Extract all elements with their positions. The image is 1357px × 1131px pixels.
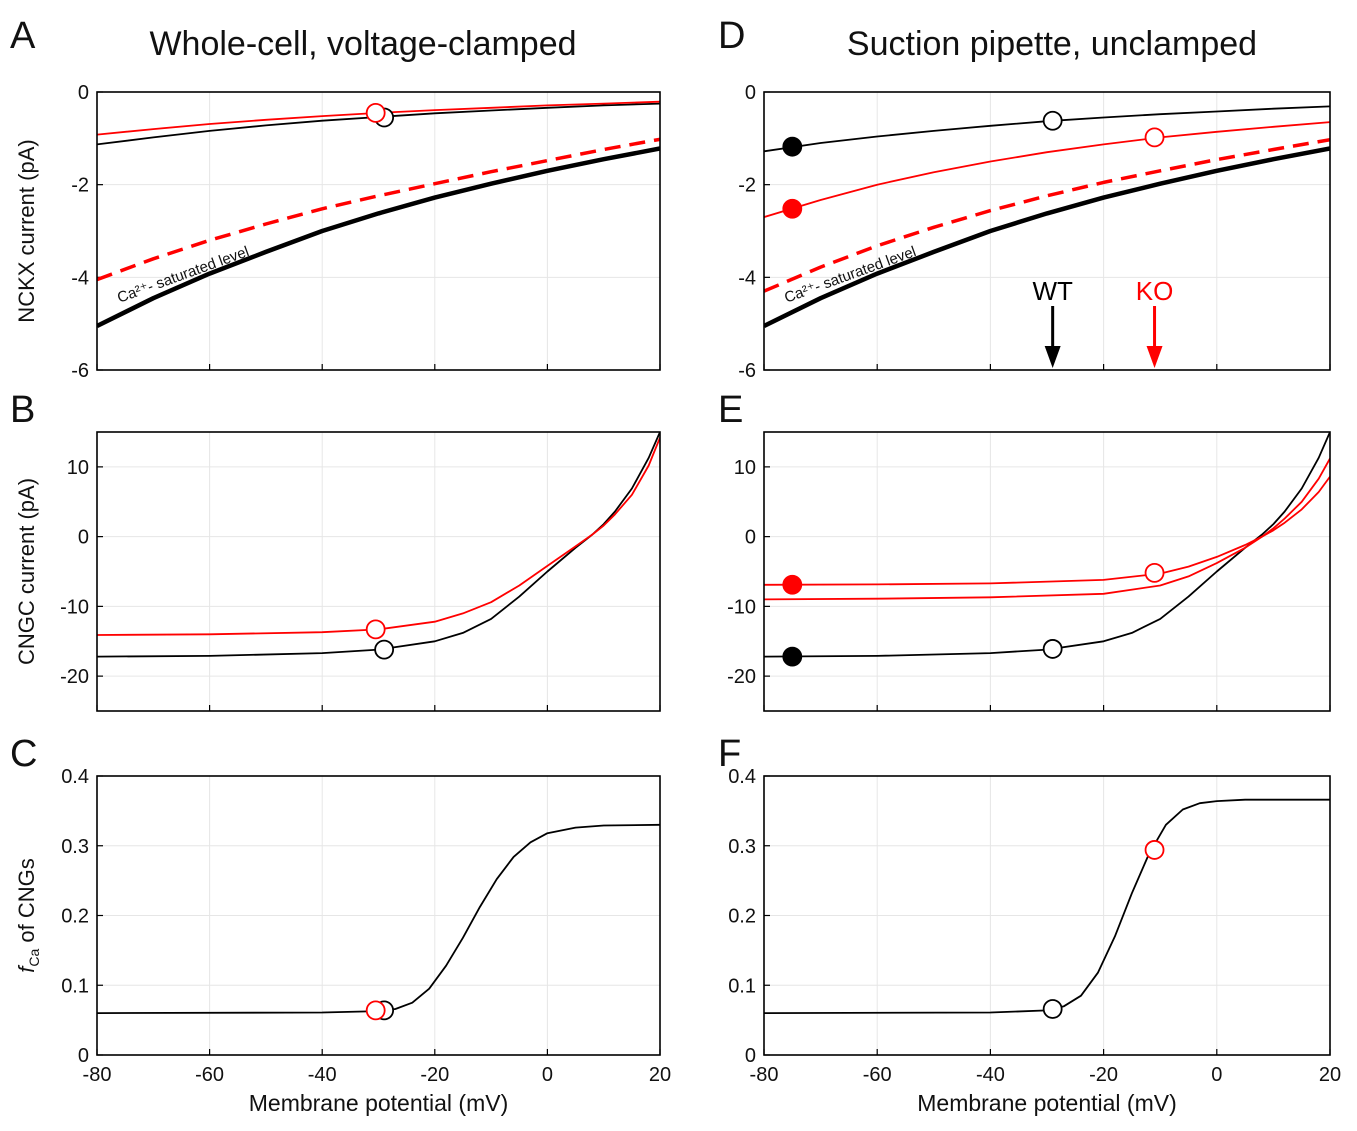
panel-c-fca-clamped: -80 -60 -40 -20 0 20 0 0.1 0.2 0.3 0.4 fCa of CNGs M… xyxy=(14,766,671,1116)
series-line-2 xyxy=(97,437,660,636)
x-tick-label: -40 xyxy=(308,1064,337,1086)
left-column-title: Whole-cell, voltage-clamped xyxy=(149,25,576,63)
saturated-level-annotation: Ca²⁺- saturated level xyxy=(115,243,251,306)
data-point-filled xyxy=(782,136,803,157)
data-point-open xyxy=(374,639,395,660)
y-tick-label: -4 xyxy=(738,267,756,289)
y-axis-label: CNGC current (pA) xyxy=(14,478,39,665)
y-axis-label: fCa of CNGs xyxy=(14,858,42,973)
data-point-filled xyxy=(782,646,803,667)
arrow-head xyxy=(1044,346,1061,368)
x-tick-label: 20 xyxy=(1319,1064,1341,1086)
panel-e-cngc-unclamped: -20 -10 0 10 xyxy=(727,431,1331,712)
series-line-1 xyxy=(764,432,1330,658)
data-point-open xyxy=(1144,840,1165,860)
series-group xyxy=(97,432,660,658)
y-tick-label: -20 xyxy=(727,666,756,688)
panel-f-fca-unclamped: -80 -60 -40 -20 0 20 0 0.1 0.2 0.3 0.4 Membrane pot… xyxy=(728,766,1341,1116)
panel-b-cngc-clamped: -20 -10 0 10 CNGC current (pA) xyxy=(14,431,661,712)
right-column-title: Suction pipette, unclamped xyxy=(847,25,1257,63)
series-line-1 xyxy=(764,798,1330,1014)
y-tick-label: 0 xyxy=(78,82,89,104)
y-tick-label: 0.2 xyxy=(61,906,89,928)
y-tick-label: 0 xyxy=(78,1045,89,1067)
data-point-open xyxy=(365,1000,386,1021)
x-tick-label: -20 xyxy=(420,1064,449,1086)
y-tick-label: -4 xyxy=(71,267,89,289)
x-axis-label: Membrane potential (mV) xyxy=(917,1090,1177,1116)
panel-d-nckx-unclamped: -6 -4 -2 0 Ca²⁺- saturated level WT KO xyxy=(738,82,1331,382)
data-point-open xyxy=(365,619,386,640)
data-point-open xyxy=(1144,562,1165,583)
axes-frame xyxy=(96,431,661,712)
data-point-open xyxy=(1042,999,1063,1019)
y-tick-label: 0 xyxy=(745,527,756,549)
data-point-filled xyxy=(782,574,803,595)
arrow-label: WT xyxy=(1032,276,1073,306)
arrow-head xyxy=(1146,346,1163,368)
axes-frame xyxy=(96,91,661,371)
x-axis-label: Membrane potential (mV) xyxy=(249,1090,509,1116)
series-line-1 xyxy=(764,146,1330,329)
series-line-1 xyxy=(97,146,660,329)
y-tick-label: 0 xyxy=(78,527,89,549)
axes-frame xyxy=(763,775,1331,1056)
axes-frame xyxy=(96,775,661,1056)
data-point-open xyxy=(1144,127,1165,148)
y-tick-label: 0.1 xyxy=(61,975,89,997)
x-tick-label: -60 xyxy=(863,1064,892,1086)
x-tick-label: 20 xyxy=(649,1064,671,1086)
series-line-2 xyxy=(764,476,1330,586)
y-tick-label: -20 xyxy=(60,666,89,688)
y-tick-label: -6 xyxy=(738,360,756,382)
arrow-label: KO xyxy=(1136,276,1174,306)
y-tick-label: 0.4 xyxy=(61,766,89,788)
series-line-3 xyxy=(764,458,1330,601)
y-tick-label: -10 xyxy=(727,596,756,618)
x-tick-label: 0 xyxy=(542,1064,553,1086)
y-tick-label: 0 xyxy=(745,82,756,104)
axes-frame xyxy=(763,431,1331,712)
data-point-filled xyxy=(782,198,803,219)
y-tick-label: 0.1 xyxy=(728,975,756,997)
axes-frame xyxy=(763,91,1331,371)
panel-letter-f: F xyxy=(718,733,741,775)
y-tick-label: -2 xyxy=(738,175,756,197)
x-tick-label: -20 xyxy=(1089,1064,1118,1086)
y-tick-label: 0.3 xyxy=(728,836,756,858)
panel-letter-a: A xyxy=(10,15,36,57)
y-tick-label: 0.3 xyxy=(61,836,89,858)
panel-letter-e: E xyxy=(718,389,743,431)
x-tick-label: -80 xyxy=(83,1064,112,1086)
series-line-4 xyxy=(764,121,1330,218)
x-tick-label: -60 xyxy=(195,1064,224,1086)
x-tick-label: 0 xyxy=(1211,1064,1222,1086)
x-tick-label: -80 xyxy=(750,1064,779,1086)
y-tick-label: 0 xyxy=(745,1045,756,1067)
y-tick-label: 0.4 xyxy=(728,766,756,788)
y-axis-label: NCKX current (pA) xyxy=(14,139,39,322)
panel-letter-d: D xyxy=(718,15,745,57)
data-point-open xyxy=(1042,639,1063,659)
y-tick-label: 0.2 xyxy=(728,906,756,928)
series-group xyxy=(97,100,660,329)
panel-a-nckx-clamped: -6 -4 -2 0 Ca²⁺- saturated level NCKX current… xyxy=(14,82,661,382)
data-point-open xyxy=(365,102,386,123)
series-group xyxy=(764,798,1330,1014)
data-point-open xyxy=(1042,110,1063,131)
y-tick-label: -6 xyxy=(71,360,89,382)
series-line-1 xyxy=(97,432,660,658)
panel-letter-b: B xyxy=(10,389,35,431)
y-tick-label: -10 xyxy=(60,596,89,618)
series-line-2 xyxy=(764,137,1330,293)
saturated-level-annotation: Ca²⁺- saturated level xyxy=(782,243,918,306)
y-tick-label: 10 xyxy=(67,457,89,479)
series-group xyxy=(764,432,1330,658)
y-tick-label: 10 xyxy=(734,457,756,479)
y-tick-label: -2 xyxy=(71,175,89,197)
x-tick-label: -40 xyxy=(976,1064,1005,1086)
series-line-2 xyxy=(97,137,660,282)
panel-letter-c: C xyxy=(10,733,37,775)
